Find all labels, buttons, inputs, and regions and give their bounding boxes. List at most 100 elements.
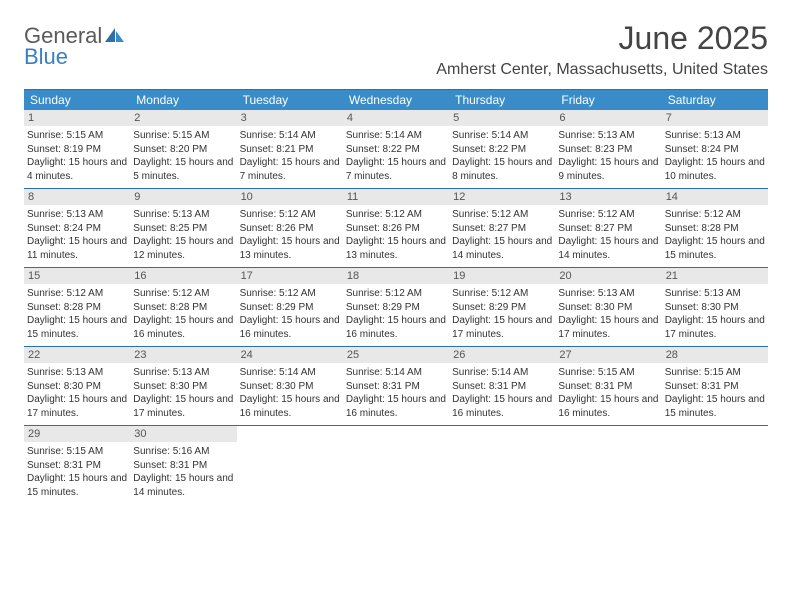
day-cell: 16 Sunrise: 5:12 AMSunset: 8:28 PMDayligh… (130, 268, 236, 346)
daylight-text: Daylight: 15 hours and 8 minutes. (452, 156, 552, 183)
sunrise-text: Sunrise: 5:15 AM (558, 366, 658, 380)
day-cell: 23Sunrise: 5:13 AMSunset: 8:30 PMDayligh… (130, 347, 236, 425)
sunset-text: Sunset: 8:29 PM (240, 301, 340, 315)
day-number: 2 (130, 110, 236, 126)
day-body: Sunrise: 5:16 AMSunset: 8:31 PMDaylight:… (130, 442, 236, 504)
sunset-text: Sunset: 8:27 PM (452, 222, 552, 236)
day-number: 14 (662, 189, 768, 205)
day-body: Sunrise: 5:14 AMSunset: 8:22 PMDaylight:… (449, 126, 555, 188)
day-cell: 30Sunrise: 5:16 AMSunset: 8:31 PMDayligh… (130, 426, 236, 504)
day-number: 26 (449, 347, 555, 363)
day-cell: 24Sunrise: 5:14 AMSunset: 8:30 PMDayligh… (237, 347, 343, 425)
day-number: 17 (237, 268, 343, 284)
day-cell: 28Sunrise: 5:15 AMSunset: 8:31 PMDayligh… (662, 347, 768, 425)
day-number: 11 (343, 189, 449, 205)
sunrise-text: Sunrise: 5:15 AM (665, 366, 765, 380)
daylight-text: Daylight: 15 hours and 17 minutes. (452, 314, 552, 341)
sunset-text: Sunset: 8:28 PM (27, 301, 127, 315)
sunrise-text: Sunrise: 5:12 AM (558, 208, 658, 222)
daylight-text: Daylight: 15 hours and 16 minutes. (558, 393, 658, 420)
day-body: Sunrise: 5:13 AMSunset: 8:25 PMDaylight:… (130, 205, 236, 267)
day-cell: 25Sunrise: 5:14 AMSunset: 8:31 PMDayligh… (343, 347, 449, 425)
sunrise-text: Sunrise: 5:12 AM (133, 287, 233, 301)
day-body: Sunrise: 5:12 AMSunset: 8:26 PMDaylight:… (237, 205, 343, 267)
day-number: 30 (130, 426, 236, 442)
day-number: 23 (130, 347, 236, 363)
week-row: 8Sunrise: 5:13 AMSunset: 8:24 PMDaylight… (24, 189, 768, 268)
daylight-text: Daylight: 15 hours and 14 minutes. (558, 235, 658, 262)
day-cell: 9Sunrise: 5:13 AMSunset: 8:25 PMDaylight… (130, 189, 236, 267)
day-body: Sunrise: 5:12 AMSunset: 8:29 PMDaylight:… (343, 284, 449, 346)
sunset-text: Sunset: 8:25 PM (133, 222, 233, 236)
daylight-text: Daylight: 15 hours and 16 minutes. (346, 393, 446, 420)
sunrise-text: Sunrise: 5:12 AM (27, 287, 127, 301)
daylight-text: Daylight: 15 hours and 4 minutes. (27, 156, 127, 183)
day-number: 16 (130, 268, 236, 284)
day-cell: 2Sunrise: 5:15 AMSunset: 8:20 PMDaylight… (130, 110, 236, 188)
sunrise-text: Sunrise: 5:16 AM (133, 445, 233, 459)
sunset-text: Sunset: 8:22 PM (452, 143, 552, 157)
daylight-text: Daylight: 15 hours and 11 minutes. (27, 235, 127, 262)
daylight-text: Daylight: 15 hours and 16 minutes. (452, 393, 552, 420)
daylight-text: Daylight: 15 hours and 13 minutes. (346, 235, 446, 262)
sunrise-text: Sunrise: 5:14 AM (346, 366, 446, 380)
sunrise-text: Sunrise: 5:13 AM (27, 366, 127, 380)
day-body: Sunrise: 5:12 AMSunset: 8:29 PMDaylight:… (449, 284, 555, 346)
logo: General Blue (24, 20, 126, 68)
sunset-text: Sunset: 8:21 PM (240, 143, 340, 157)
day-cell: 5Sunrise: 5:14 AMSunset: 8:22 PMDaylight… (449, 110, 555, 188)
day-cell: 22Sunrise: 5:13 AMSunset: 8:30 PMDayligh… (24, 347, 130, 425)
day-number: 5 (449, 110, 555, 126)
day-number: 1 (24, 110, 130, 126)
sunrise-text: Sunrise: 5:14 AM (452, 366, 552, 380)
day-cell: 13Sunrise: 5:12 AMSunset: 8:27 PMDayligh… (555, 189, 661, 267)
day-body: Sunrise: 5:15 AMSunset: 8:31 PMDaylight:… (24, 442, 130, 504)
day-body: Sunrise: 5:12 AMSunset: 8:27 PMDaylight:… (555, 205, 661, 267)
dow-cell: Thursday (449, 90, 555, 110)
day-number: 22 (24, 347, 130, 363)
sunset-text: Sunset: 8:28 PM (133, 301, 233, 315)
day-number: 8 (24, 189, 130, 205)
sunset-text: Sunset: 8:27 PM (558, 222, 658, 236)
day-number: 7 (662, 110, 768, 126)
day-body: Sunrise: 5:13 AMSunset: 8:24 PMDaylight:… (662, 126, 768, 188)
day-cell: 21Sunrise: 5:13 AMSunset: 8:30 PMDayligh… (662, 268, 768, 346)
sunset-text: Sunset: 8:30 PM (240, 380, 340, 394)
day-cell: 8Sunrise: 5:13 AMSunset: 8:24 PMDaylight… (24, 189, 130, 267)
sunset-text: Sunset: 8:23 PM (558, 143, 658, 157)
dow-cell: Friday (555, 90, 661, 110)
daylight-text: Daylight: 15 hours and 7 minutes. (240, 156, 340, 183)
daylight-text: Daylight: 15 hours and 13 minutes. (240, 235, 340, 262)
daylight-text: Daylight: 15 hours and 16 minutes. (346, 314, 446, 341)
sunset-text: Sunset: 8:30 PM (558, 301, 658, 315)
day-body: Sunrise: 5:12 AMSunset: 8:26 PMDaylight:… (343, 205, 449, 267)
day-number: 13 (555, 189, 661, 205)
day-cell: 26 Sunrise: 5:14 AMSunset: 8:31 PMDayligh… (449, 347, 555, 425)
day-number: 20 (555, 268, 661, 284)
daylight-text: Daylight: 15 hours and 16 minutes. (133, 314, 233, 341)
sunset-text: Sunset: 8:20 PM (133, 143, 233, 157)
sunrise-text: Sunrise: 5:13 AM (133, 366, 233, 380)
dow-cell: Tuesday (237, 90, 343, 110)
daylight-text: Daylight: 15 hours and 5 minutes. (133, 156, 233, 183)
day-cell: 10Sunrise: 5:12 AMSunset: 8:26 PMDayligh… (237, 189, 343, 267)
week-row: 29Sunrise: 5:15 AMSunset: 8:31 PMDayligh… (24, 426, 768, 504)
daylight-text: Daylight: 15 hours and 15 minutes. (665, 393, 765, 420)
daylight-text: Daylight: 15 hours and 16 minutes. (240, 393, 340, 420)
sunrise-text: Sunrise: 5:12 AM (346, 208, 446, 222)
sunset-text: Sunset: 8:31 PM (452, 380, 552, 394)
day-number: 24 (237, 347, 343, 363)
day-number: 19 (449, 268, 555, 284)
daylight-text: Daylight: 15 hours and 16 minutes. (240, 314, 340, 341)
dow-cell: Sunday (24, 90, 130, 110)
dow-cell: Monday (130, 90, 236, 110)
day-cell (662, 426, 768, 504)
day-body: Sunrise: 5:12 AMSunset: 8:29 PMDaylight:… (237, 284, 343, 346)
day-cell: 20Sunrise: 5:13 AMSunset: 8:30 PMDayligh… (555, 268, 661, 346)
sunset-text: Sunset: 8:31 PM (558, 380, 658, 394)
sunrise-text: Sunrise: 5:15 AM (27, 129, 127, 143)
sunrise-text: Sunrise: 5:12 AM (346, 287, 446, 301)
logo-text-blue: Blue (24, 47, 126, 68)
daylight-text: Daylight: 15 hours and 15 minutes. (27, 314, 127, 341)
sunset-text: Sunset: 8:29 PM (452, 301, 552, 315)
